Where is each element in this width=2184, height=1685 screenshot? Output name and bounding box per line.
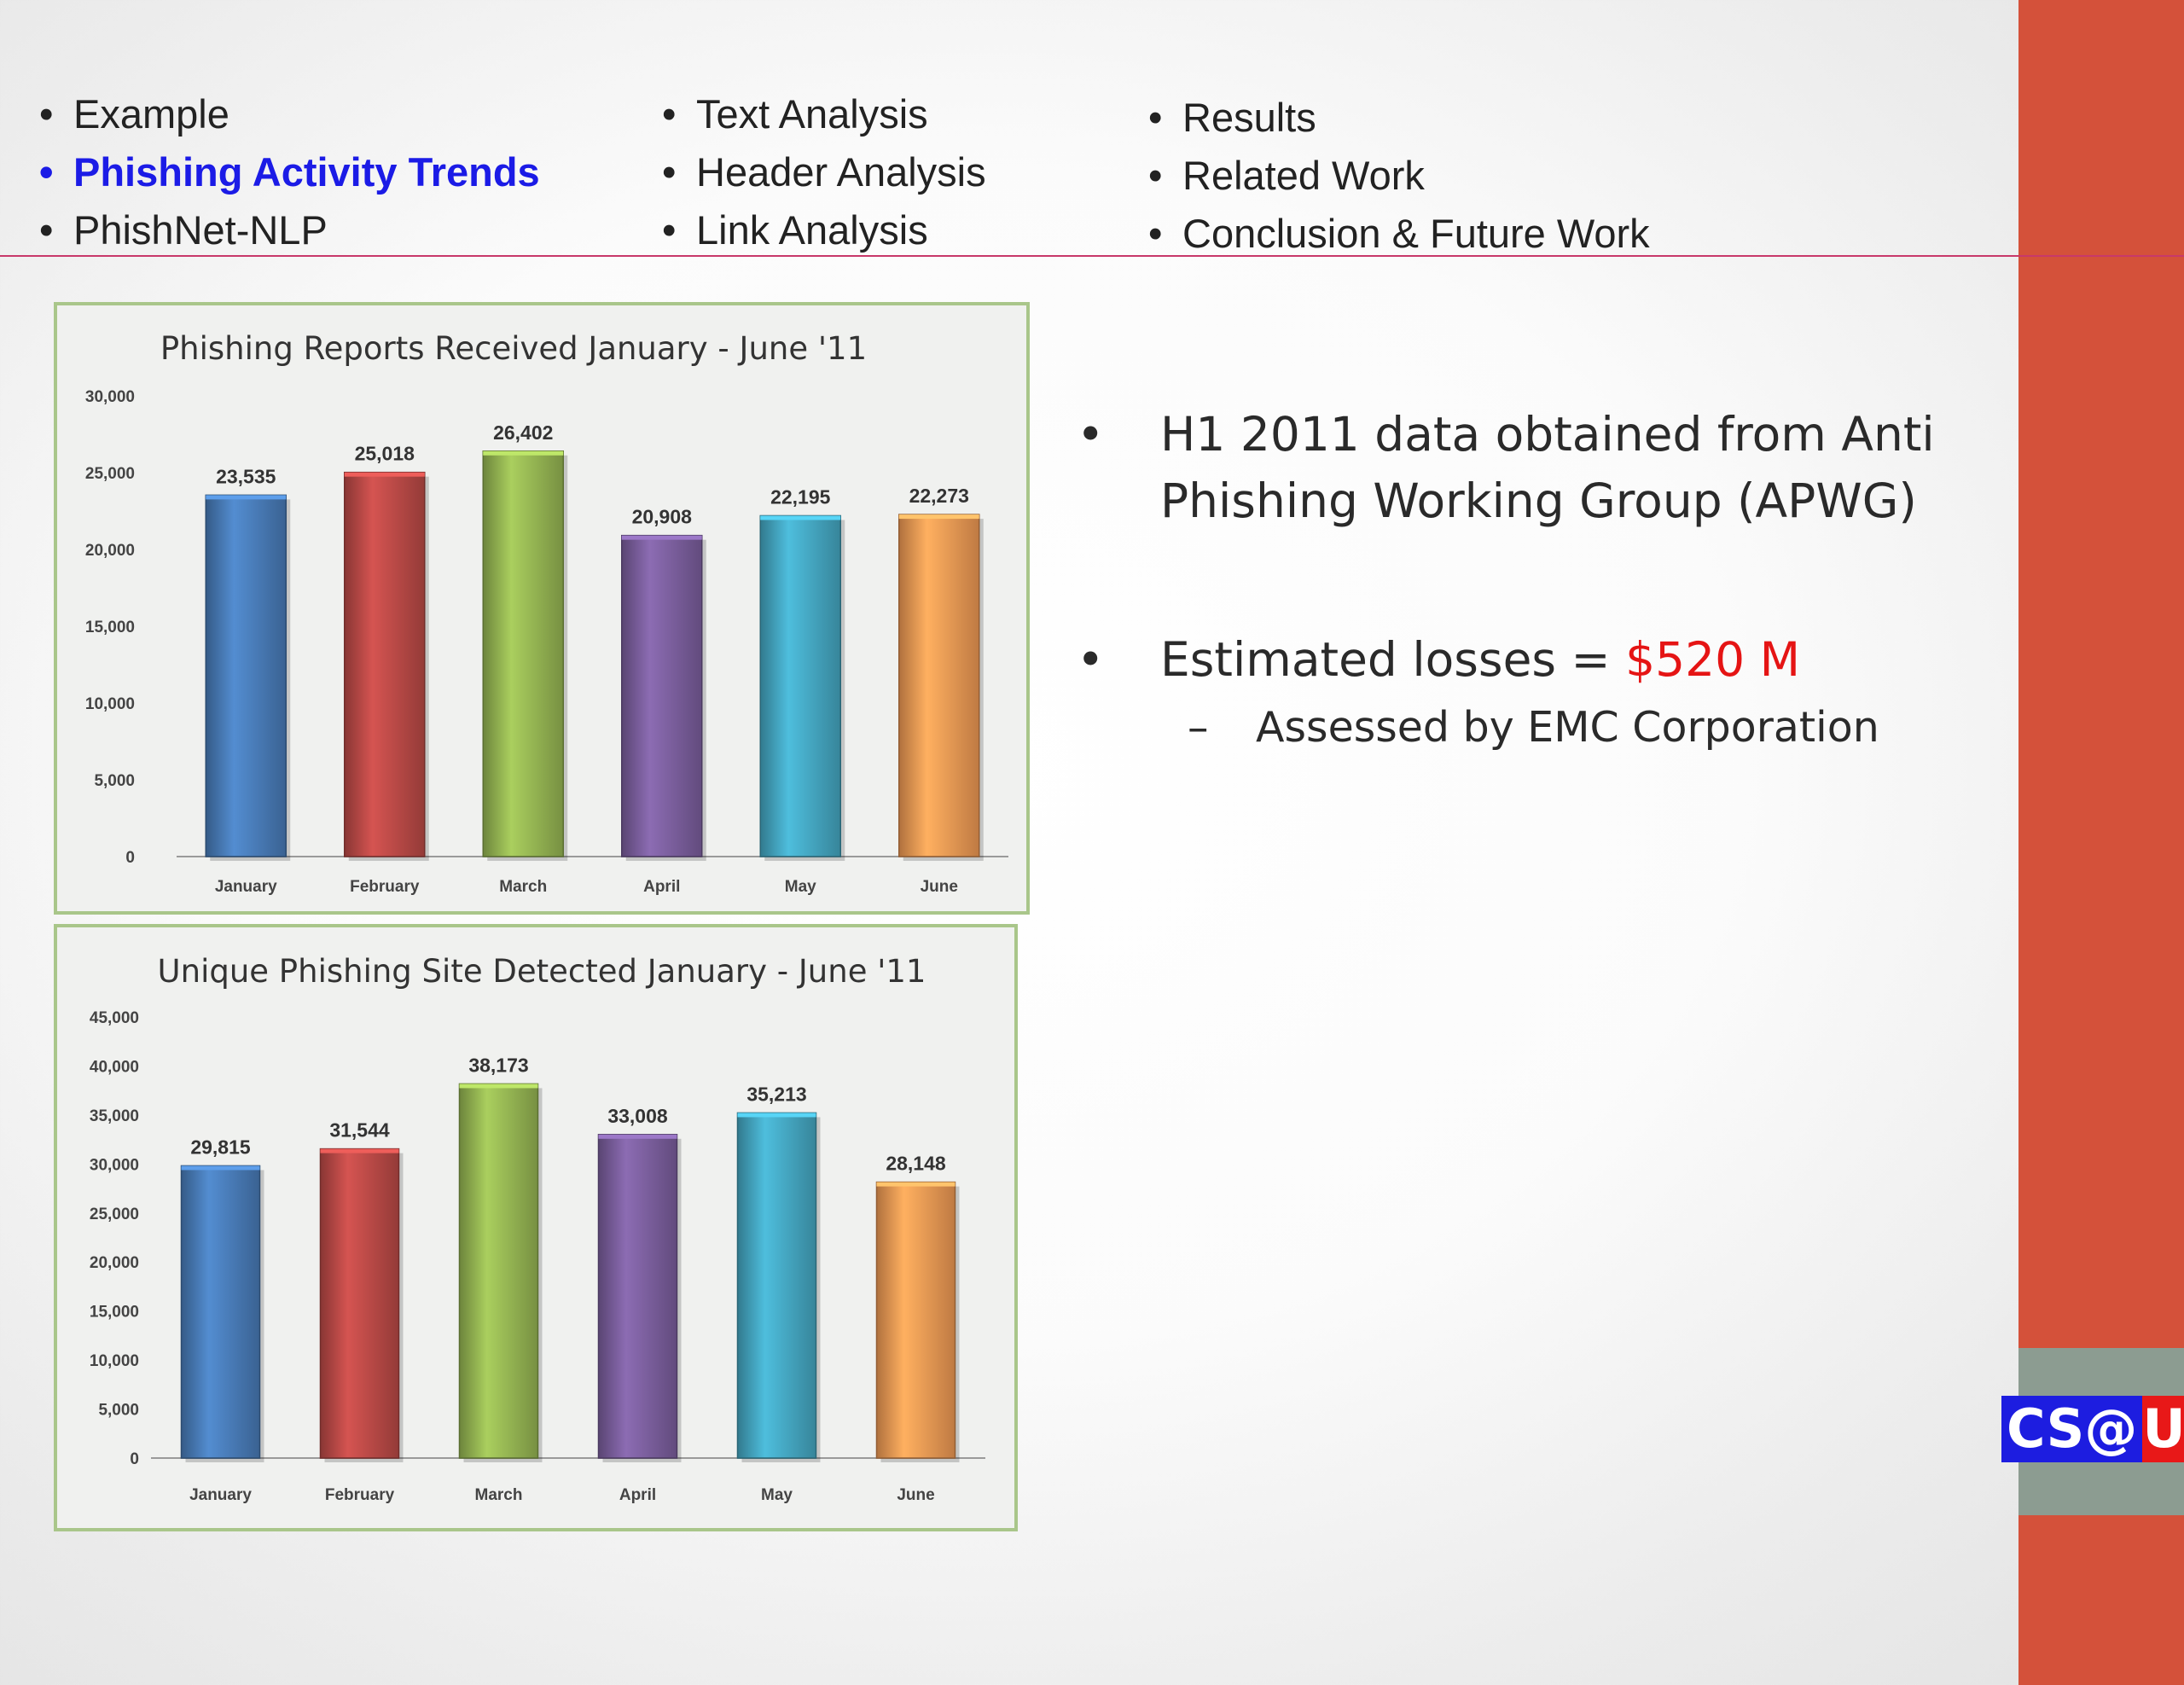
nav-column-3: • Results • Related Work • Conclusion & Fut… xyxy=(1143,89,1650,263)
y-tick-label: 0 xyxy=(130,1450,139,1468)
bar-may xyxy=(759,514,841,857)
x-tick-label: January xyxy=(215,878,277,896)
data-label: 23,535 xyxy=(216,465,276,487)
data-label: 28,148 xyxy=(886,1153,946,1175)
y-tick-label: 20,000 xyxy=(85,542,135,560)
nav-item-example[interactable]: • Example xyxy=(39,91,229,137)
bar-top-highlight xyxy=(737,1113,816,1118)
data-label: 33,008 xyxy=(607,1105,668,1127)
y-tick-label: 5,000 xyxy=(98,1402,139,1420)
data-label: 31,544 xyxy=(329,1119,390,1142)
bar-march xyxy=(458,1083,539,1459)
nav-column-1: • Example • Phishing Activity Trends • Phis… xyxy=(34,85,540,259)
y-tick-label: 15,000 xyxy=(85,619,135,636)
bar-march xyxy=(482,450,564,857)
x-tick-label: April xyxy=(619,1486,656,1504)
cs-uh-logo: CS@UH xyxy=(2001,1396,2184,1462)
chart-title: Phishing Reports Received January - June… xyxy=(160,330,867,367)
bullet-estimated-losses: • Estimated losses = $520 M xyxy=(1077,632,1801,687)
y-tick-label: 25,000 xyxy=(90,1206,139,1223)
bar-february xyxy=(344,471,426,857)
nav-item-phishnet-nlp[interactable]: • PhishNet-NLP xyxy=(39,207,328,253)
y-tick-label: 45,000 xyxy=(90,1009,139,1027)
bar-top-highlight xyxy=(876,1182,956,1187)
bar-top-highlight xyxy=(483,450,564,456)
nav-item-related-work[interactable]: • Related Work xyxy=(1148,153,1425,198)
y-tick-label: 15,000 xyxy=(90,1304,139,1322)
bar-january xyxy=(180,1165,261,1459)
x-tick-label: January xyxy=(189,1486,252,1504)
y-tick-label: 40,000 xyxy=(90,1058,139,1076)
y-tick-label: 30,000 xyxy=(90,1156,139,1174)
bar-top-highlight xyxy=(206,495,287,500)
x-tick-label: February xyxy=(350,878,420,896)
bar-april xyxy=(621,534,703,857)
chart-unique-phishing-sites: Unique Phishing Site Detected January - … xyxy=(54,924,1018,1531)
bar-june xyxy=(875,1181,956,1459)
data-label: 38,173 xyxy=(468,1054,528,1076)
bar-top-highlight xyxy=(760,515,841,520)
y-tick-label: 0 xyxy=(125,849,135,867)
data-label: 22,273 xyxy=(909,485,969,507)
y-tick-label: 5,000 xyxy=(94,772,135,790)
x-tick-label: February xyxy=(325,1486,395,1504)
x-tick-label: April xyxy=(643,878,680,896)
content-bullets: • H1 2011 data obtained from Anti Phishin… xyxy=(1077,401,1998,758)
bar-april xyxy=(597,1134,678,1459)
bar-june xyxy=(898,514,980,857)
nav-item-results[interactable]: • Results xyxy=(1148,95,1316,140)
data-label: 35,213 xyxy=(746,1083,806,1105)
bar-january xyxy=(205,494,287,857)
nav-item-text-analysis[interactable]: • Text Analysis xyxy=(662,91,928,137)
x-tick-label: June xyxy=(921,878,958,896)
y-tick-label: 10,000 xyxy=(90,1352,139,1370)
nav-column-2: • Text Analysis • Header Analysis • Link An… xyxy=(657,85,986,259)
y-tick-label: 30,000 xyxy=(85,388,135,406)
nav-item-conclusion-future-work[interactable]: • Conclusion & Future Work xyxy=(1148,211,1650,256)
bar-top-highlight xyxy=(598,1134,677,1139)
y-tick-label: 25,000 xyxy=(85,465,135,483)
chart-phishing-reports: Phishing Reports Received January - June… xyxy=(54,302,1030,915)
bar-top-highlight xyxy=(344,472,425,477)
y-tick-label: 35,000 xyxy=(90,1107,139,1125)
data-label: 25,018 xyxy=(355,443,415,465)
nav-item-link-analysis[interactable]: • Link Analysis xyxy=(662,207,928,253)
data-label: 29,815 xyxy=(190,1136,251,1158)
bar-top-highlight xyxy=(320,1148,399,1153)
y-tick-label: 10,000 xyxy=(85,695,135,713)
bar-top-highlight xyxy=(621,535,702,540)
bar-top-highlight xyxy=(181,1165,260,1171)
chart-unique-phishing-sites-svg: Unique Phishing Site Detected January - … xyxy=(90,953,985,1504)
x-tick-label: March xyxy=(499,878,547,896)
bar-may xyxy=(736,1112,817,1459)
nav-item-header-analysis[interactable]: • Header Analysis xyxy=(662,149,986,195)
nav-item-phishing-activity-trends[interactable]: • Phishing Activity Trends xyxy=(39,149,540,195)
bullet-apwg-source: • H1 2011 data obtained from Anti Phishin… xyxy=(1077,407,1935,528)
data-label: 26,402 xyxy=(493,421,553,444)
bar-top-highlight xyxy=(898,514,979,520)
header-divider xyxy=(0,255,2184,257)
x-tick-label: May xyxy=(785,878,816,896)
x-tick-label: May xyxy=(761,1486,793,1504)
y-tick-label: 20,000 xyxy=(90,1254,139,1272)
chart-title: Unique Phishing Site Detected January - … xyxy=(158,953,926,990)
chart-phishing-reports-svg: Phishing Reports Received January - June… xyxy=(85,330,1008,896)
bar-february xyxy=(319,1148,400,1459)
x-tick-label: March xyxy=(475,1486,523,1504)
data-label: 22,195 xyxy=(770,485,831,508)
sub-bullet-emc: – Assessed by EMC Corporation xyxy=(1188,703,1879,752)
losses-value: $520 M xyxy=(1625,632,1801,687)
x-tick-label: June xyxy=(897,1486,934,1504)
bar-top-highlight xyxy=(459,1084,538,1089)
data-label: 20,908 xyxy=(632,506,693,528)
